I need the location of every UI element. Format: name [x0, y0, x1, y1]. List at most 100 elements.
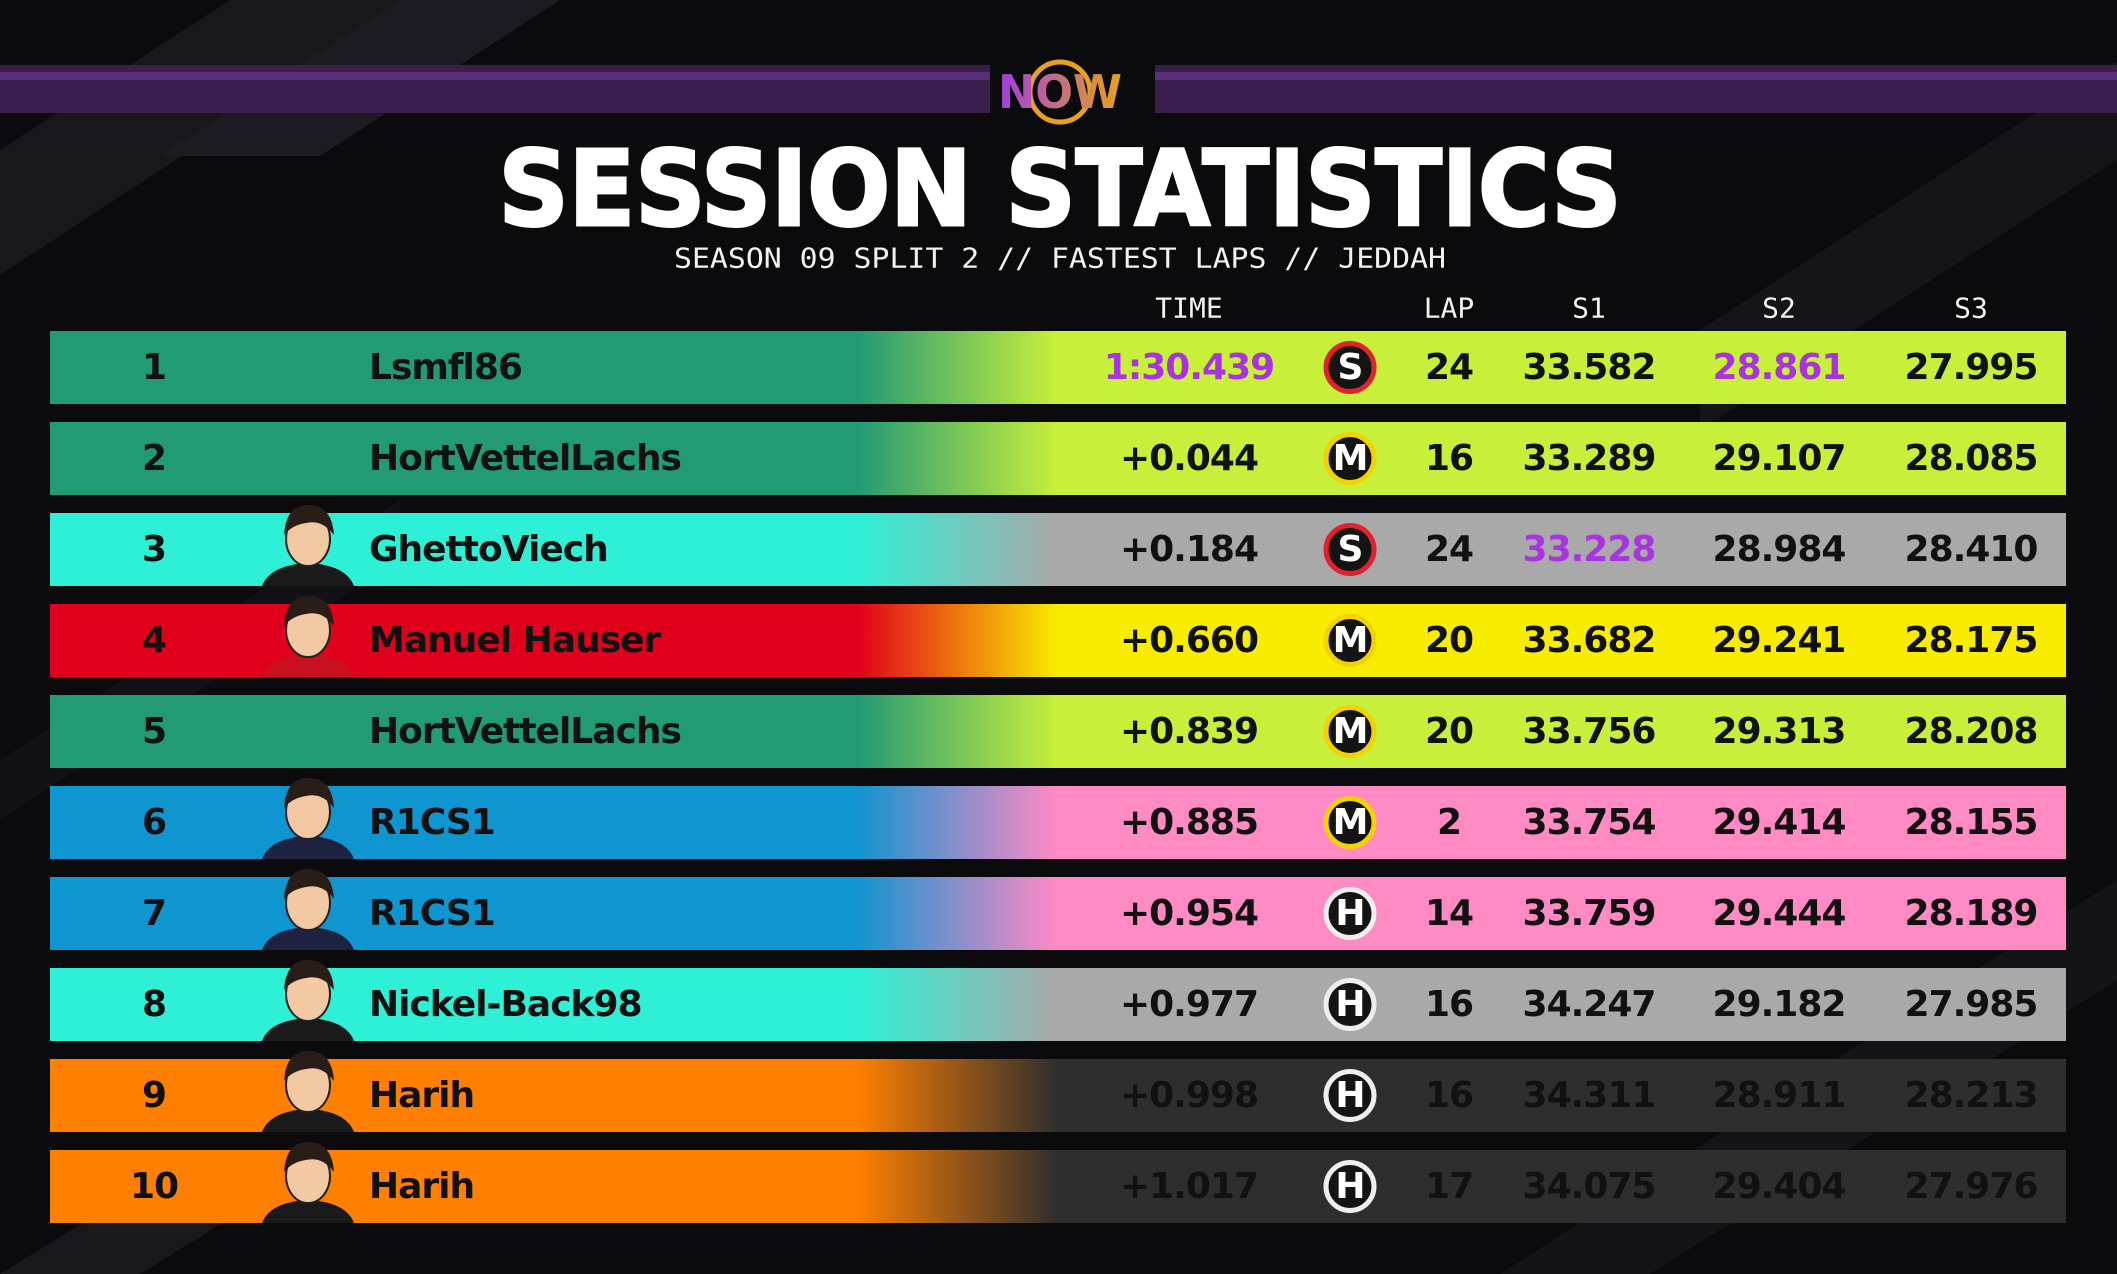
- row-background: [50, 422, 2066, 495]
- title: SESSION STATISTICS: [499, 128, 1622, 250]
- avatar-body: [262, 654, 354, 677]
- avatar-body: [262, 1109, 354, 1132]
- stat-value: +0.954: [1120, 893, 1258, 934]
- column-header: S3: [1954, 292, 1988, 325]
- position: 3: [142, 529, 166, 570]
- driver-name: Lsmfl86: [369, 347, 522, 388]
- tyre-ring: [1323, 523, 1377, 576]
- stat-value: 14: [1425, 893, 1473, 934]
- avatar-hair: [284, 960, 334, 990]
- driver-name: Harih: [369, 1075, 474, 1116]
- tyre-compound: M: [1333, 802, 1368, 843]
- avatar-hair: [284, 778, 334, 808]
- driver-name: Harih: [369, 1166, 474, 1207]
- stat-value: +0.044: [1120, 438, 1258, 479]
- position: 10: [130, 1166, 178, 1207]
- stat-value: 33.582: [1523, 347, 1656, 388]
- avatar-body: [262, 1200, 354, 1223]
- table: TIME LAP S1 S2 S31 Lsmfl86 1:30.439 S 24 33.582 28…: [50, 292, 2066, 1223]
- stat-value: 33.289: [1523, 438, 1656, 479]
- row: 4 Manuel Hauser +0.660 M 20 33.682 29.241 28.17…: [50, 596, 2066, 677]
- tyre-ring: [1323, 1069, 1377, 1122]
- row-background: [50, 604, 2066, 677]
- stat-value: +0.184: [1120, 529, 1258, 570]
- stat-value: 16: [1425, 438, 1473, 479]
- tyre-compound: H: [1335, 984, 1364, 1025]
- stat-value: 29.414: [1713, 802, 1846, 843]
- stat-value: +0.998: [1120, 1075, 1258, 1116]
- row: 8 Nickel-Back98 +0.977 H 16 34.247 29.182 27.98…: [50, 960, 2066, 1041]
- position: 1: [142, 347, 166, 388]
- position: 8: [142, 984, 166, 1025]
- driver-name: Nickel-Back98: [369, 984, 642, 1025]
- driver-name: Manuel Hauser: [369, 620, 662, 661]
- stat-value: 16: [1425, 984, 1473, 1025]
- tyre-ring: [1323, 978, 1377, 1031]
- driver-avatar: [262, 1051, 354, 1132]
- avatar-hair: [284, 1051, 334, 1081]
- stat-value: +0.885: [1120, 802, 1258, 843]
- stat-value: 34.075: [1523, 1166, 1656, 1207]
- row-background: [50, 1059, 2066, 1132]
- avatar-body: [262, 836, 354, 859]
- row: 7 R1CS1 +0.954 H 14 33.759 29.444 28.189: [50, 869, 2066, 950]
- stat-value: 28.175: [1905, 620, 2038, 661]
- avatar-hair: [284, 505, 334, 535]
- stat-value: 33.682: [1523, 620, 1656, 661]
- column-header: TIME: [1155, 292, 1222, 325]
- row-background: [50, 877, 2066, 950]
- row: 5 HortVettelLachs +0.839 M 20 33.756 29.313 28.…: [50, 695, 2066, 768]
- driver-avatar: [262, 960, 354, 1041]
- driver-avatar: [262, 1142, 354, 1223]
- row: 9 Harih +0.998 H 16 34.311 28.911 28.213: [50, 1051, 2066, 1132]
- stat-value: 24: [1425, 529, 1473, 570]
- row-background: [50, 968, 2066, 1041]
- position: 6: [142, 802, 166, 843]
- row: 6 R1CS1 +0.885 M 2 33.754 29.414 28.155: [50, 778, 2066, 859]
- stat-value: 29.313: [1713, 711, 1846, 752]
- stat-value: 16: [1425, 1075, 1473, 1116]
- stat-value: 20: [1425, 620, 1473, 661]
- stat-value: +0.839: [1120, 711, 1258, 752]
- tyre-compound: H: [1335, 1166, 1364, 1207]
- stat-value: +1.017: [1120, 1166, 1258, 1207]
- stat-value: 1:30.439: [1104, 347, 1274, 388]
- stat-value: 29.444: [1713, 893, 1846, 934]
- tyre-compound: H: [1335, 893, 1364, 934]
- stat-value: 28.861: [1713, 347, 1846, 388]
- position: 5: [142, 711, 166, 752]
- driver-avatar: [262, 869, 354, 950]
- position: 7: [142, 893, 166, 934]
- stat-value: 28.911: [1713, 1075, 1846, 1116]
- avatar-body: [262, 927, 354, 950]
- row-background: [50, 1150, 2066, 1223]
- position: 4: [142, 620, 166, 661]
- position: 9: [142, 1075, 166, 1116]
- row: 10 Harih +1.017 H 17 34.075 29.404 27.976: [50, 1142, 2066, 1223]
- subtitle: SEASON 09 SPLIT 2 // FASTEST LAPS // JED…: [674, 242, 1446, 275]
- column-header: S2: [1762, 292, 1796, 325]
- tyre-compound: H: [1335, 1075, 1364, 1116]
- avatar-body: [262, 563, 354, 586]
- driver-name: HortVettelLachs: [369, 438, 681, 479]
- stat-value: 28.155: [1905, 802, 2038, 843]
- stat-value: 33.754: [1523, 802, 1656, 843]
- avatar-hair: [284, 1142, 334, 1172]
- row: 1 Lsmfl86 1:30.439 S 24 33.582 28.861 27.995: [50, 331, 2066, 404]
- stat-value: 28.410: [1905, 529, 2038, 570]
- stat-value: 27.995: [1905, 347, 2038, 388]
- stat-value: 27.985: [1905, 984, 2038, 1025]
- logo: NOW: [998, 59, 1122, 125]
- logo-text: NOW: [998, 65, 1122, 119]
- driver-name: R1CS1: [369, 802, 495, 843]
- driver-name: R1CS1: [369, 893, 495, 934]
- tyre-ring: [1323, 341, 1377, 394]
- row: 3 GhettoViech +0.184 S 24 33.228 28.984 28.410: [50, 505, 2066, 586]
- stat-value: 20: [1425, 711, 1473, 752]
- stat-value: 27.976: [1905, 1166, 2038, 1207]
- avatar-hair: [284, 869, 334, 899]
- stat-value: 29.241: [1713, 620, 1846, 661]
- row-background: [50, 331, 2066, 404]
- driver-avatar: [262, 505, 354, 586]
